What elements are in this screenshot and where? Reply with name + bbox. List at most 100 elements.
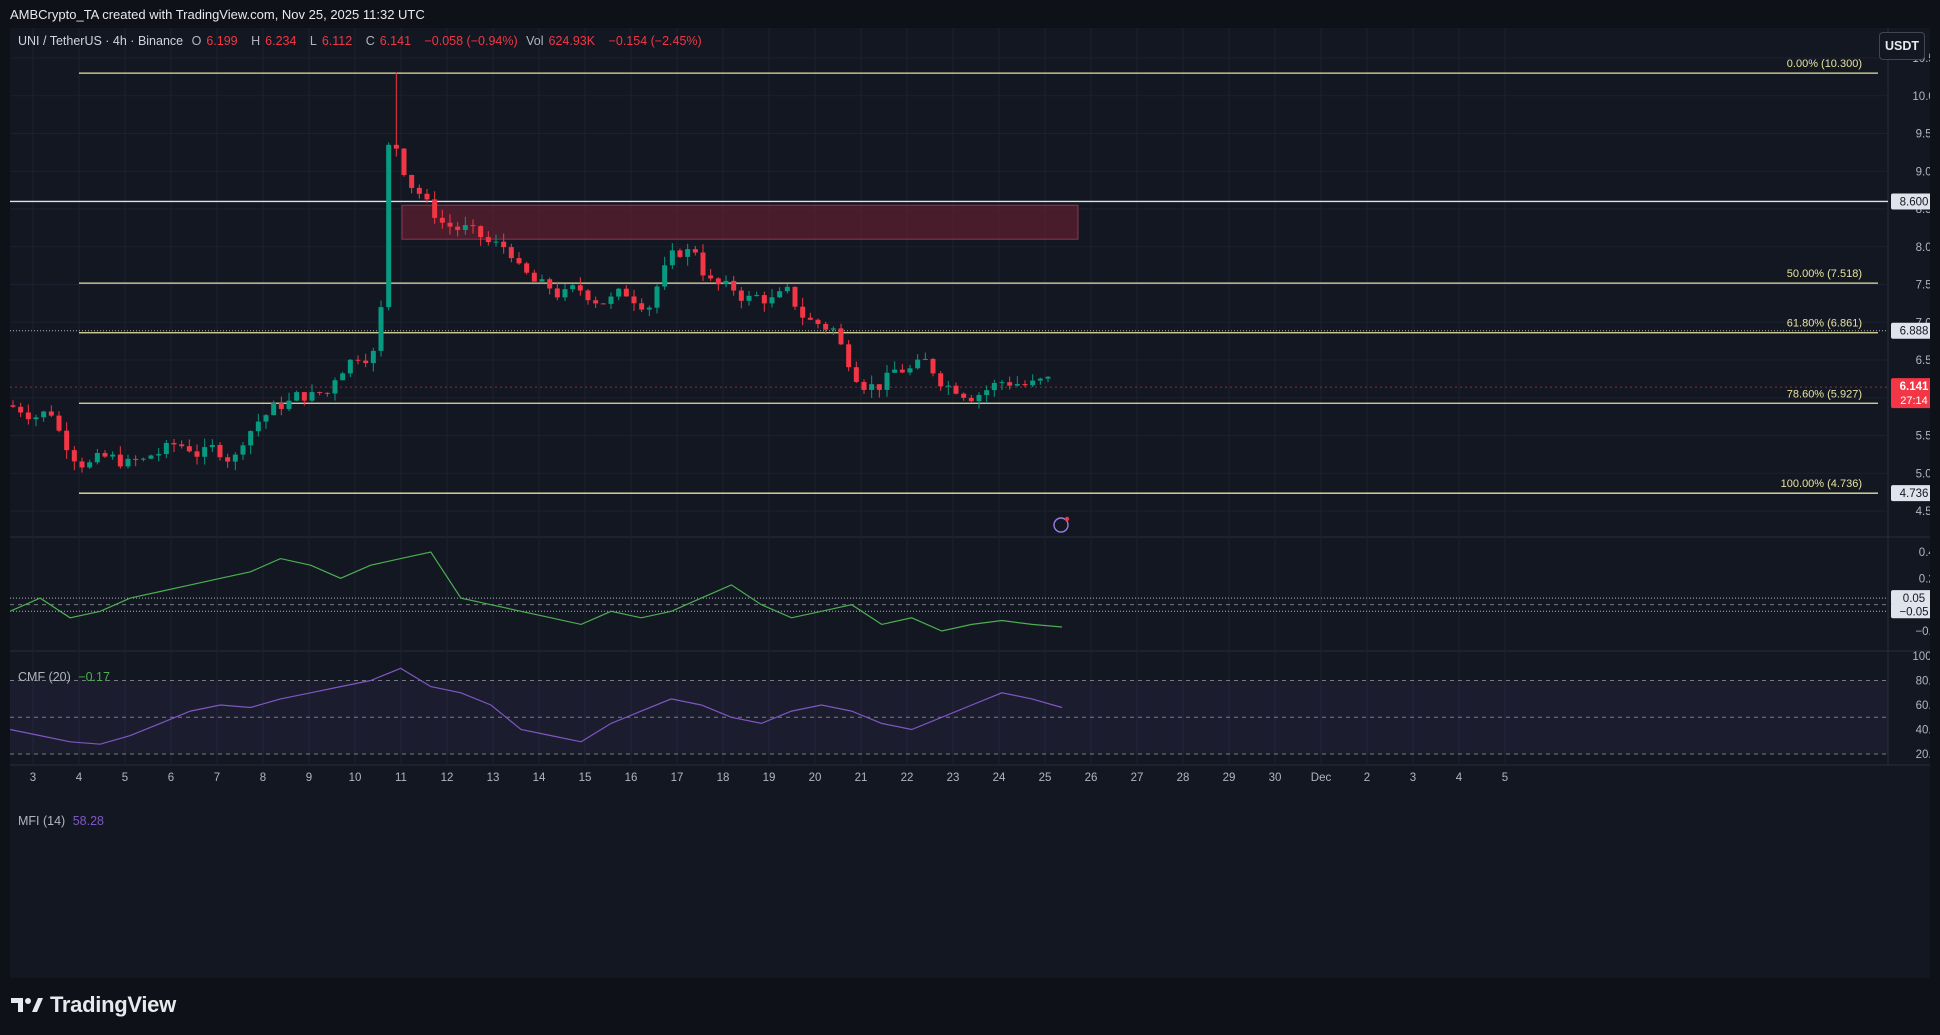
candle-body <box>401 148 407 175</box>
candle-body <box>968 397 974 402</box>
price-tick-label: 8.000 <box>1916 242 1930 254</box>
candle-body <box>853 367 859 382</box>
candle-body <box>447 222 453 227</box>
candle-body <box>991 382 997 391</box>
candle-body <box>125 458 131 467</box>
candle-body <box>846 344 852 368</box>
price-tag-6888: 6.888 <box>1900 326 1929 338</box>
candle-body <box>508 247 514 259</box>
time-tick-label: 3 <box>1410 772 1416 784</box>
candle-body <box>232 454 238 462</box>
candle-body <box>639 303 645 310</box>
candle-body <box>777 291 783 298</box>
cmf-legend[interactable]: CMF (20) −0.17 <box>18 670 110 684</box>
candle-body <box>961 393 967 398</box>
tradingview-logo[interactable]: TradingView <box>10 990 176 1020</box>
candle-body <box>830 328 836 330</box>
low-value: 6.112 <box>321 34 353 48</box>
candle-body <box>194 451 200 457</box>
candle-body <box>754 295 760 297</box>
candle-body <box>800 306 806 318</box>
price-tag-4736: 4.736 <box>1900 488 1929 500</box>
candle-body <box>585 290 591 301</box>
currency-button[interactable]: USDT <box>1879 32 1925 60</box>
open-value: 6.199 <box>206 34 238 48</box>
candle-body <box>439 217 445 223</box>
candle-body <box>432 199 438 218</box>
candle-body <box>163 442 169 455</box>
time-tick-label: 21 <box>855 772 868 784</box>
candle-body <box>531 272 537 282</box>
volume-label: Vol <box>526 34 544 48</box>
time-tick-label: 28 <box>1177 772 1190 784</box>
change-value: −0.058 (−0.94%) <box>424 34 518 48</box>
candle-body <box>616 288 622 297</box>
chart-area[interactable]: 0.00% (10.300) 50.00% (7.518) 61.80% (6.86… <box>9 28 1940 978</box>
candle-body <box>64 430 70 451</box>
time-tick-label: 14 <box>533 772 546 784</box>
candle-body <box>700 252 706 276</box>
candle-body <box>976 395 982 402</box>
candle-body <box>899 369 905 373</box>
cmf-tick-label: 0.05 <box>1903 593 1925 605</box>
time-tick-label: Dec <box>1311 772 1332 784</box>
candle-body <box>87 462 93 468</box>
candle-body <box>209 444 215 448</box>
candle-body <box>593 300 599 304</box>
candle-body <box>94 452 100 463</box>
price-tick-label: 9.000 <box>1916 166 1930 178</box>
header-caption: AMBCrypto_TA created with TradingView.co… <box>10 7 425 22</box>
mfi-legend[interactable]: MFI (14) 58.28 <box>18 814 104 828</box>
price-tick-label: 9.500 <box>1916 129 1930 141</box>
time-tick-label: 15 <box>579 772 592 784</box>
cmf-line <box>9 551 1063 632</box>
candle-body <box>577 285 583 291</box>
candle-body <box>393 144 399 149</box>
cmf-legend-name: CMF (20) <box>18 670 71 684</box>
time-tick-label: 7 <box>214 772 220 784</box>
last-price-tag-bg <box>1891 378 1937 409</box>
candle-body <box>48 411 54 416</box>
high-value: 6.234 <box>265 34 297 48</box>
candle-body <box>600 303 606 305</box>
price-tick-label: 4.500 <box>1916 506 1930 518</box>
candle-body <box>1007 382 1013 386</box>
candle-body <box>110 454 116 457</box>
chart-svg[interactable]: 0.00% (10.300) 50.00% (7.518) 61.80% (6.86… <box>9 28 1940 978</box>
candle-body <box>715 278 721 285</box>
price-tick-label: 6.500 <box>1916 355 1930 367</box>
candle-body <box>33 417 39 420</box>
candle-body <box>999 382 1005 384</box>
cmf-tag-bg <box>1891 590 1937 606</box>
candle-body <box>255 421 261 432</box>
candle-body <box>71 450 77 462</box>
candle-body <box>186 446 192 452</box>
time-tick-label: 3 <box>30 772 36 784</box>
candle-body <box>217 444 223 458</box>
symbol-label[interactable]: UNI / TetherUS · 4h · Binance <box>18 34 184 48</box>
time-tick-label: 20 <box>809 772 822 784</box>
candle-body <box>861 381 867 390</box>
candle-body <box>761 295 767 304</box>
candle-body <box>478 226 484 238</box>
time-tick-label: 11 <box>395 772 407 784</box>
countdown-label: 27:14 <box>1900 395 1928 407</box>
candle-body <box>286 400 292 409</box>
candle-body <box>156 454 162 456</box>
candle-body <box>1014 384 1020 386</box>
time-tick-label: 29 <box>1223 772 1236 784</box>
candle-body <box>915 359 921 369</box>
cmf-tick-label: 0.40 <box>1919 547 1930 559</box>
candle-body <box>547 279 553 289</box>
candle-body <box>938 373 944 387</box>
candle-body <box>102 452 108 457</box>
candle-body <box>1022 384 1028 386</box>
mfi-legend-value: 58.28 <box>72 814 104 828</box>
candle-body <box>309 392 315 401</box>
candle-body <box>79 461 85 468</box>
last-price-label: 6.141 <box>1900 381 1929 393</box>
time-tick-label: 30 <box>1269 772 1282 784</box>
time-tick-label: 6 <box>168 772 174 784</box>
candle-body <box>424 193 430 200</box>
close-label: C <box>365 34 375 48</box>
